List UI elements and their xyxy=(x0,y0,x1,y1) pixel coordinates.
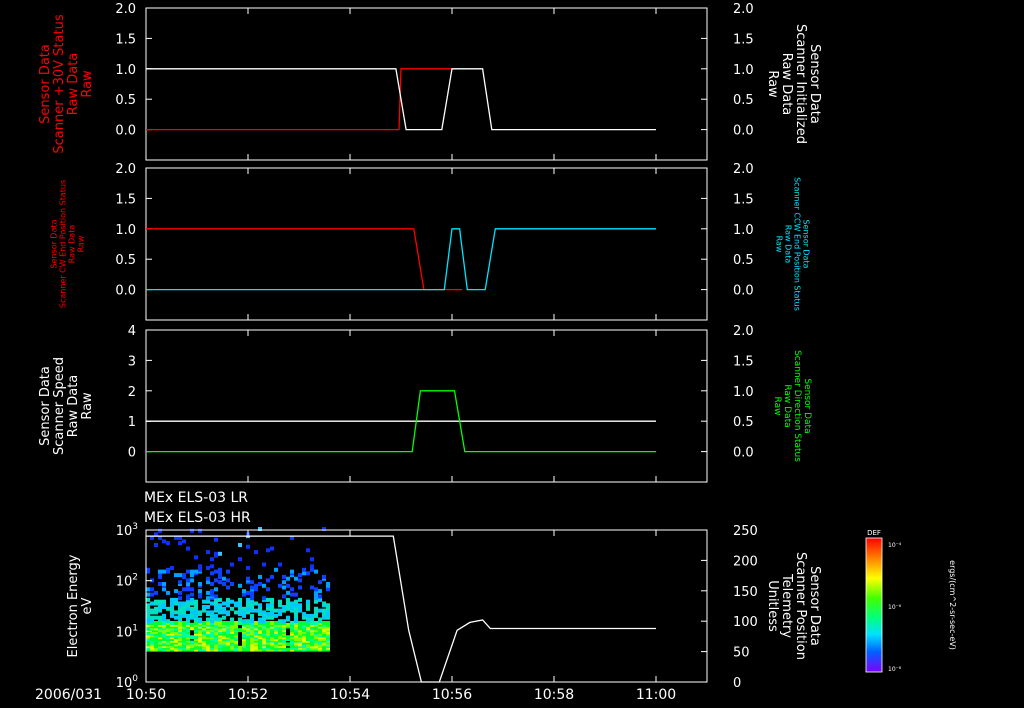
right-tick-label: 1.0 xyxy=(733,63,754,78)
left-axis-label: Electron EnergyeV xyxy=(66,554,95,657)
panel-2: 2.0 1.5 1.0 0.5 0.0 2.0 1.5 1.0 0.5 0.0 Sensor Dat… xyxy=(50,162,811,321)
x-tick-label: 10:50 xyxy=(126,687,166,703)
panel-frame xyxy=(145,167,708,321)
series-line-2 xyxy=(146,390,656,453)
left-tick-label: 1 xyxy=(128,415,136,430)
series-line-2 xyxy=(146,228,656,291)
colorbar-tick-label: 10⁻⁴ xyxy=(888,542,902,549)
panel-frame xyxy=(145,7,708,161)
right-tick-label: 2.0 xyxy=(733,162,754,177)
time-axis: 2006/031 10:50 10:52 10:54 10:56 10:58 11:00 xyxy=(35,687,676,703)
panel-1: 2.0 1.5 1.0 0.5 0.0 2.0 1.5 1.0 0.5 0.0 Sensor Dat… xyxy=(38,2,822,161)
right-tick-label: 2.0 xyxy=(733,324,754,339)
spectrogram xyxy=(146,527,330,652)
left-tick-label: 0.5 xyxy=(115,93,136,108)
right-tick-label: 2.0 xyxy=(733,2,754,17)
x-axis-date-label: 2006/031 xyxy=(35,687,102,703)
x-tick-label: 10:56 xyxy=(432,687,472,703)
plot-panels: 2.0 1.5 1.0 0.5 0.0 2.0 1.5 1.0 0.5 0.0 Sensor Dat… xyxy=(38,2,822,691)
x-tick-label: 11:00 xyxy=(636,687,676,703)
x-tick-label: 10:52 xyxy=(228,687,268,703)
panel-frame xyxy=(145,329,708,483)
left-tick-label: 1.5 xyxy=(115,192,136,207)
right-axis-label: Sensor DataScanner CCW End Position Stat… xyxy=(775,177,811,311)
right-axis-label: Sensor DataScanner InitializedRaw DataRa… xyxy=(765,24,822,144)
right-axis-label: Sensor DataScanner Direction StatusRaw D… xyxy=(772,350,812,462)
left-tick-label: 1.0 xyxy=(115,63,136,78)
right-tick-label: 1.0 xyxy=(733,223,754,238)
colorbar-tick-label: 10⁻⁶ xyxy=(888,604,902,611)
right-axis-label: Sensor DataScanner PositionTelemetryUnit… xyxy=(765,552,822,660)
colorbar-unit: ergs/(cm^2-sr-sec-eV) xyxy=(948,560,957,650)
series-line-2 xyxy=(146,68,656,131)
colorbar-label: DEF xyxy=(867,529,881,537)
left-tick-label: 2 xyxy=(128,385,136,400)
x-tick-label: 10:58 xyxy=(534,687,574,703)
left-tick-label: 1.5 xyxy=(115,32,136,47)
left-tick-label: 3 xyxy=(128,354,136,369)
colorbar-gradient xyxy=(865,537,883,673)
left-tick-label: 0.0 xyxy=(115,284,136,299)
left-axis-label: Sensor DataScanner CW End Position Statu… xyxy=(50,180,86,308)
colorbar: DEF 10⁻⁴ 10⁻⁶ 10⁻⁸ ergs/(cm^2-sr-sec-eV) xyxy=(865,529,957,673)
left-tick-label: 4 xyxy=(128,324,136,339)
right-tick-label: 0.5 xyxy=(733,415,754,430)
left-tick-label: 102 xyxy=(116,573,138,590)
right-tick-label: 1.5 xyxy=(733,354,754,369)
right-tick-label: 50 xyxy=(733,646,750,661)
left-axis-label: Sensor DataScanner SpeedRaw DataRaw xyxy=(38,357,95,455)
right-tick-label: 250 xyxy=(733,524,758,539)
right-tick-label: 1.5 xyxy=(733,32,754,47)
right-tick-label: 0.0 xyxy=(733,284,754,299)
left-tick-label: 103 xyxy=(116,522,138,539)
right-tick-label: 200 xyxy=(733,554,758,569)
right-tick-label: 1.0 xyxy=(733,385,754,400)
series-line-1 xyxy=(146,535,656,683)
series-line-1 xyxy=(146,68,452,131)
left-tick-label: 0.5 xyxy=(115,253,136,268)
panel-title: MEx ELS-03 LR xyxy=(144,490,248,506)
right-tick-label: 0.0 xyxy=(733,446,754,461)
left-tick-label: 2.0 xyxy=(115,162,136,177)
left-axis-label: Sensor DataScanner +30V StatusRaw DataRa… xyxy=(38,14,95,153)
panel-4: 103 102 101 100 250 200 150 100 50 0 Electron Ener… xyxy=(66,490,822,691)
left-tick-label: 1.0 xyxy=(115,223,136,238)
right-tick-label: 0.5 xyxy=(733,93,754,108)
right-tick-label: 150 xyxy=(733,585,758,600)
right-tick-label: 0.0 xyxy=(733,124,754,139)
right-tick-label: 0 xyxy=(733,676,741,691)
left-tick-label: 0 xyxy=(128,446,136,461)
x-tick-label: 10:54 xyxy=(330,687,370,703)
right-tick-label: 0.5 xyxy=(733,253,754,268)
left-tick-label: 100 xyxy=(116,674,139,691)
colorbar-tick-label: 10⁻⁸ xyxy=(888,666,902,673)
right-tick-label: 100 xyxy=(733,615,758,630)
panel-3: 4 3 2 1 0 2.0 1.5 1.0 0.5 0.0 Sensor DataScanner S… xyxy=(38,324,812,483)
right-tick-label: 1.5 xyxy=(733,192,754,207)
left-tick-label: 2.0 xyxy=(115,2,136,17)
panel-title: MEx ELS-03 HR xyxy=(144,510,251,526)
left-tick-label: 0.0 xyxy=(115,124,136,139)
left-tick-label: 101 xyxy=(116,623,138,640)
